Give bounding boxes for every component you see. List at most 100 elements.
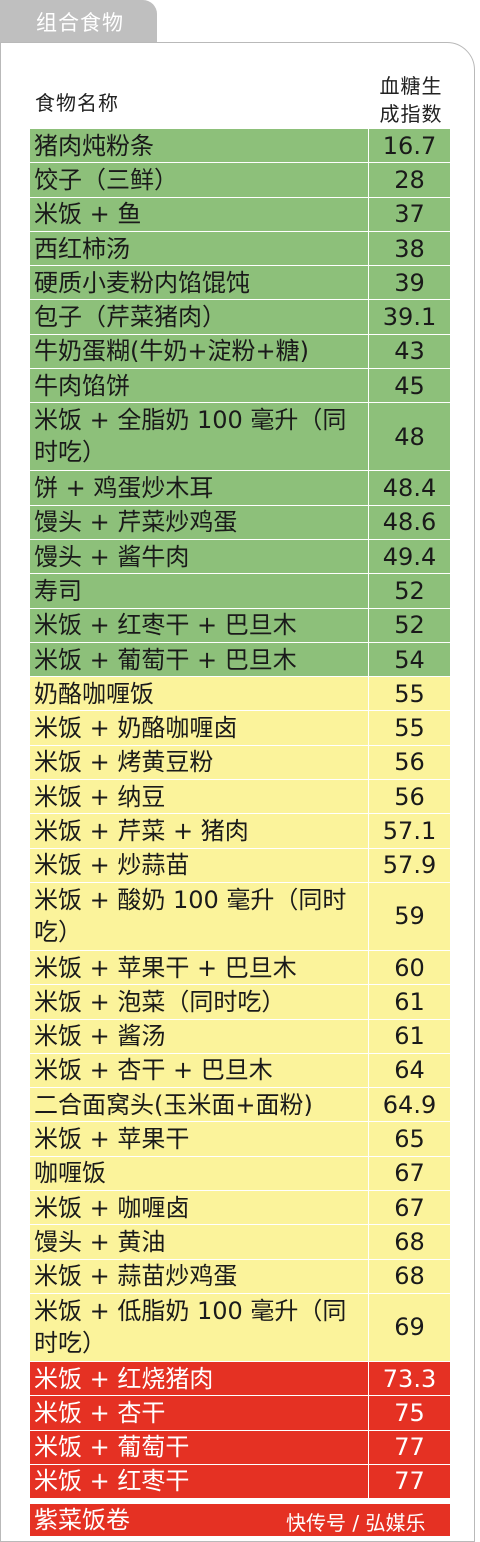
food-name-cell: 米饭 + 葡萄干: [34, 1433, 190, 1462]
column-header-glycemic-index-line1: 血糖生: [379, 74, 443, 98]
food-name-cell: 米饭 + 炒蒜苗: [34, 851, 190, 880]
food-name-cell: 米饭 + 烤黄豆粉: [34, 748, 214, 777]
table-row: 米饭 + 杏干 + 巴旦木 64: [30, 1053, 450, 1089]
food-name-cell: 包子（芹菜猪肉）: [34, 303, 226, 332]
table-row: 米饭 + 红枣干 77: [30, 1464, 450, 1500]
glycemic-index-cell: 57.9: [368, 848, 450, 882]
glycemic-index-cell: 77: [368, 1464, 450, 1499]
glycemic-index-cell: 49.4: [368, 539, 450, 574]
table-row: 寿司 52: [30, 574, 450, 609]
glycemic-index-cell: 48: [368, 403, 450, 471]
food-name-cell: 牛肉馅饼: [34, 371, 130, 400]
food-name-cell: 西红柿汤: [34, 234, 130, 263]
food-name-cell: 二合面窝头(玉米面+面粉): [34, 1090, 313, 1119]
table-row: 米饭 + 芹菜 + 猪肉 57.1: [30, 814, 450, 849]
table-row: 馒头 + 酱牛肉 49.4: [30, 539, 450, 575]
glycemic-index-cell: 45: [368, 369, 450, 403]
table-row: 饼 + 鸡蛋炒木耳 48.4: [30, 471, 450, 506]
food-name-cell: 饼 + 鸡蛋炒木耳: [34, 474, 214, 503]
table-row: 米饭 + 苹果干 65: [30, 1122, 450, 1157]
table-row: 牛肉馅饼 45: [30, 369, 450, 404]
glycemic-index-cell: 37: [368, 197, 450, 231]
glycemic-index-cell: 61: [368, 985, 450, 1019]
table-row: 米饭 + 全脂奶 100 毫升（同时吃） 48: [30, 403, 450, 472]
food-name-cell: 馒头 + 酱牛肉: [34, 542, 190, 571]
food-name-cell: 牛奶蛋糊(牛奶+淀粉+糖): [34, 337, 309, 366]
column-header-food-name: 食物名称: [35, 91, 119, 115]
glycemic-index-cell: 59: [368, 882, 450, 950]
section-tab-label: 组合食物: [36, 11, 124, 35]
table-row: 米饭 + 红烧猪肉 73.3: [30, 1361, 450, 1397]
glycemic-index-cell: 39: [368, 266, 450, 300]
food-name-cell: 米饭 + 咖喱卤: [34, 1193, 190, 1222]
food-name-cell: 饺子（三鲜）: [34, 165, 178, 194]
table-row: 米饭 + 葡萄干 + 巴旦木 54: [30, 642, 450, 678]
food-name-cell: 米饭 + 纳豆: [34, 782, 166, 811]
glycemic-index-cell: 52: [368, 574, 450, 608]
column-header-glycemic-index-line2: 成指数: [379, 102, 443, 126]
table-row: 硬质小麦粉内馅馄饨 39: [30, 266, 450, 301]
food-name-cell: 猪肉炖粉条: [34, 131, 154, 160]
glycemic-index-cell: 67: [368, 1156, 450, 1191]
food-name-cell: 米饭 + 杏干 + 巴旦木: [34, 1056, 273, 1085]
glycemic-index-cell: 39.1: [368, 300, 450, 334]
food-name-cell: 奶酪咖喱饭: [34, 679, 154, 708]
glycemic-index-cell: 75: [368, 1396, 450, 1430]
table-row: 牛奶蛋糊(牛奶+淀粉+糖) 43: [30, 334, 450, 370]
food-name-cell: 馒头 + 芹菜炒鸡蛋: [34, 508, 238, 537]
glycemic-index-cell: 73.3: [368, 1361, 450, 1396]
food-name-cell: 米饭 + 全脂奶 100 毫升（同时吃）: [34, 406, 347, 467]
glycemic-index-cell: 77: [368, 1430, 450, 1464]
food-name-cell: 米饭 + 低脂奶 100 毫升（同时吃）: [34, 1296, 347, 1357]
food-name-cell: 紫菜饭卷: [34, 1506, 130, 1534]
table-row: 二合面窝头(玉米面+面粉) 64.9: [30, 1088, 450, 1123]
table-row: 米饭 + 烤黄豆粉 56: [30, 745, 450, 781]
column-header-glycemic-index: 血糖生 成指数: [372, 72, 450, 128]
glycemic-index-cell: 64.9: [368, 1088, 450, 1122]
food-name-cell: 米饭 + 蒜苗炒鸡蛋: [34, 1262, 238, 1291]
table-row: 米饭 + 酸奶 100 毫升（同时吃） 59: [30, 882, 450, 951]
food-name-cell: 米饭 + 酱汤: [34, 1022, 166, 1051]
food-name-cell: 咖喱饭: [34, 1159, 106, 1188]
table-row: 米饭 + 苹果干 + 巴旦木 60: [30, 950, 450, 986]
food-name-cell: 米饭 + 红枣干 + 巴旦木: [34, 611, 297, 640]
glycemic-index-cell: 61: [368, 1019, 450, 1053]
table-row: 米饭 + 纳豆 56: [30, 780, 450, 815]
table-row: 米饭 + 葡萄干 77: [30, 1430, 450, 1465]
table-row: 奶酪咖喱饭 55: [30, 677, 450, 712]
table-row: 包子（芹菜猪肉） 39.1: [30, 300, 450, 335]
glycemic-index-cell: 48.6: [368, 505, 450, 539]
table-row: 米饭 + 奶酪咖喱卤 55: [30, 711, 450, 746]
table-row: 米饭 + 咖喱卤 67: [30, 1191, 450, 1226]
food-name-cell: 米饭 + 酸奶 100 毫升（同时吃）: [34, 885, 347, 946]
table-row: 米饭 + 酱汤 61: [30, 1019, 450, 1054]
glycemic-index-cell: 60: [368, 950, 450, 985]
food-table: 猪肉炖粉条 16.7 饺子（三鲜） 28 米饭 + 鱼 37 西红柿汤 38 硬质小麦粉内馅馄饨…: [30, 129, 450, 1500]
glycemic-index-cell: 64: [368, 1053, 450, 1088]
glycemic-index-cell: 56: [368, 745, 450, 780]
food-name-cell: 硬质小麦粉内馅馄饨: [34, 268, 250, 297]
glycemic-index-cell: 57.1: [368, 814, 450, 848]
glycemic-index-cell: 56: [368, 780, 450, 814]
glycemic-index-cell: 28: [368, 163, 450, 197]
food-name-cell: 米饭 + 苹果干 + 巴旦木: [34, 953, 297, 982]
glycemic-index-cell: 54: [368, 642, 450, 677]
food-name-cell: 米饭 + 鱼: [34, 200, 142, 229]
glycemic-index-cell: 43: [368, 334, 450, 369]
glycemic-index-cell: 69: [368, 1293, 450, 1361]
table-row: 米饭 + 红枣干 + 巴旦木 52: [30, 608, 450, 643]
food-name-cell: 米饭 + 红烧猪肉: [34, 1364, 214, 1393]
table-row: 饺子（三鲜） 28: [30, 163, 450, 198]
glycemic-index-cell: 65: [368, 1122, 450, 1156]
food-name-cell: 米饭 + 泡菜（同时吃）: [34, 987, 286, 1016]
table-row: 紫菜饭卷: [30, 1504, 450, 1536]
glycemic-index-cell: 68: [368, 1225, 450, 1259]
glycemic-index-cell: 55: [368, 711, 450, 745]
glycemic-index-cell: 38: [368, 231, 450, 266]
section-tab: 组合食物: [0, 0, 157, 42]
food-name-cell: 米饭 + 苹果干: [34, 1125, 190, 1154]
table-row: 西红柿汤 38: [30, 231, 450, 267]
table-row: 米饭 + 炒蒜苗 57.9: [30, 848, 450, 883]
table-row: 米饭 + 蒜苗炒鸡蛋 68: [30, 1259, 450, 1294]
food-name-cell: 米饭 + 葡萄干 + 巴旦木: [34, 645, 297, 674]
